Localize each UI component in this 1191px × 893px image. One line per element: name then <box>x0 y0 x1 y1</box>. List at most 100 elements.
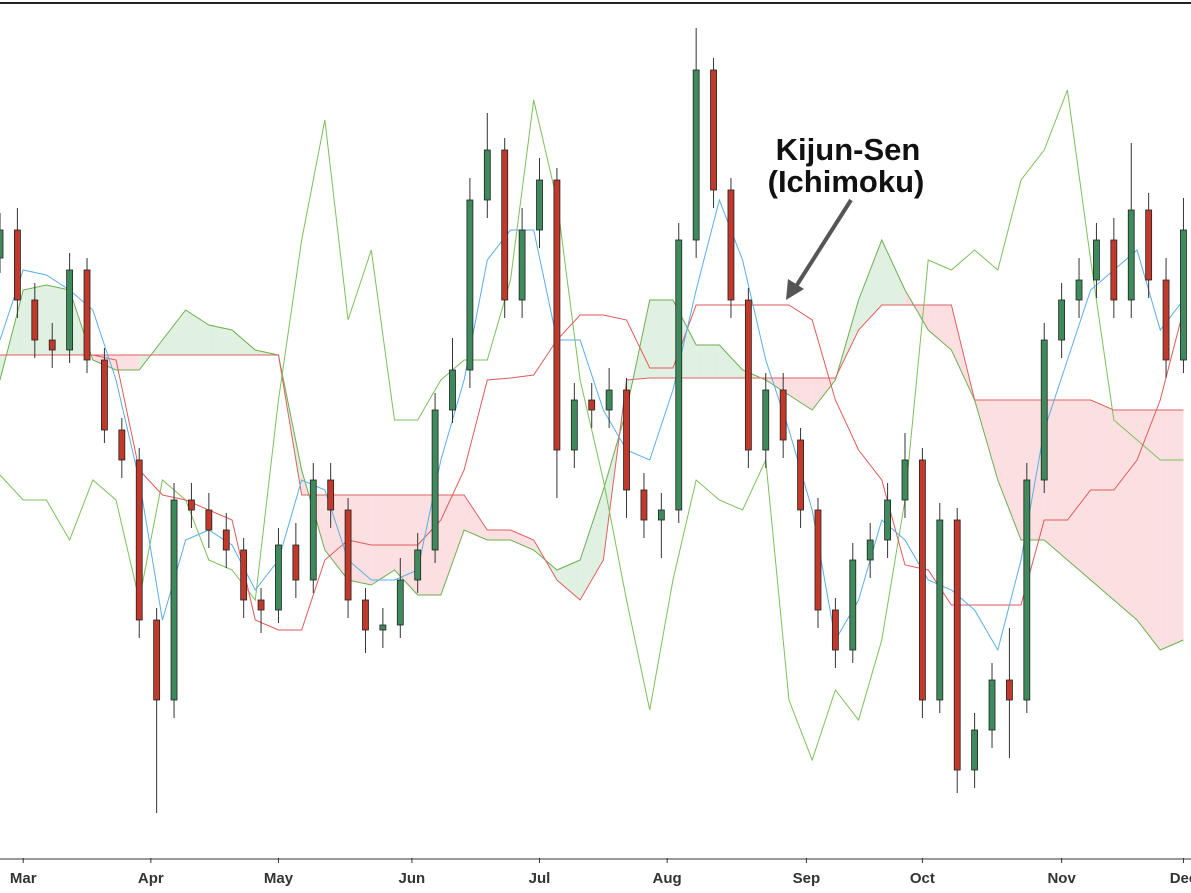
candle-body <box>1093 239 1100 281</box>
cloud-segment <box>858 240 882 330</box>
cloud-segment <box>696 345 720 378</box>
candle-body <box>710 69 717 191</box>
candle-body <box>971 729 979 771</box>
candle-body <box>414 549 422 581</box>
candle-body <box>83 269 91 361</box>
candle-body <box>101 359 108 431</box>
cloud-segment <box>556 560 581 600</box>
cloud-segment <box>1090 400 1114 600</box>
candle-body <box>344 509 352 601</box>
cloud-segment <box>440 495 465 595</box>
candle-body <box>849 559 857 651</box>
annotation-line: (Ichimoku) <box>768 164 925 199</box>
candle-body <box>779 389 787 441</box>
candle-body <box>396 579 404 626</box>
candle-body <box>1180 229 1187 361</box>
candle-body <box>14 229 21 301</box>
candle-body <box>762 389 770 451</box>
candle-body <box>1110 239 1118 301</box>
candle-body <box>1145 209 1153 281</box>
candle-body <box>866 539 874 561</box>
x-tick-label: Sep <box>793 870 821 887</box>
candle-body <box>797 439 804 511</box>
candle-body <box>1040 339 1048 481</box>
candle-body <box>66 269 74 351</box>
candle-body <box>570 399 578 451</box>
candle-body <box>118 429 126 461</box>
candle-body <box>988 679 996 731</box>
annotation-arrow <box>793 198 853 290</box>
cloud-segment <box>348 495 372 585</box>
cloud-segment <box>1067 400 1091 580</box>
cloud-segment <box>928 305 952 350</box>
cloud-segment <box>1113 410 1138 620</box>
cloud-segment <box>208 325 233 355</box>
candle-body <box>0 229 4 259</box>
candle-body <box>623 389 630 491</box>
cloud-segment <box>162 310 186 355</box>
candle-body <box>48 339 56 351</box>
candle-body <box>205 509 213 531</box>
cloud-segment <box>1137 410 1161 650</box>
candle-body <box>675 239 683 511</box>
candle-body <box>1023 479 1031 701</box>
candle-body <box>466 199 474 371</box>
x-tick-label: Jul <box>529 870 551 887</box>
cloud-segment <box>649 300 673 378</box>
candle-body <box>884 499 891 541</box>
candle-body <box>588 399 596 411</box>
cloud-segment <box>788 378 813 410</box>
cloud-segment <box>185 310 209 355</box>
candle-body <box>292 544 300 581</box>
candle-body <box>1127 209 1135 301</box>
candle-body <box>536 179 543 231</box>
candle-body <box>727 189 735 301</box>
candle-body <box>170 499 178 701</box>
candle-body <box>257 599 265 611</box>
x-tick-label: Jun <box>399 870 426 887</box>
x-tick-label: Mar <box>10 870 37 887</box>
candle-body <box>936 519 944 701</box>
annotation-line: Kijun-Sen <box>776 132 921 167</box>
senkou-a-line <box>0 238 1184 651</box>
cloud-segment <box>510 530 534 550</box>
candle-body <box>153 619 161 701</box>
candle-body <box>431 409 439 551</box>
candle-body <box>814 509 822 611</box>
indicator-line <box>0 304 1184 631</box>
candle-body <box>135 459 143 621</box>
candle-body <box>327 479 335 511</box>
candle-body <box>901 459 909 501</box>
candle-body <box>449 369 456 411</box>
cloud-segment <box>464 495 488 540</box>
candle-body <box>657 509 665 521</box>
candle-body <box>1162 279 1170 361</box>
arrow-head <box>786 279 804 300</box>
x-tick-label: Aug <box>653 870 682 887</box>
candle-body <box>605 389 613 411</box>
indicator-line <box>0 89 1184 762</box>
cloud-segment <box>1160 410 1184 650</box>
cloud-segment <box>1044 400 1068 560</box>
plot-area <box>0 28 1187 813</box>
candle-body <box>222 529 230 551</box>
candle-body <box>1058 299 1066 341</box>
cloud-segment <box>116 355 140 370</box>
candle-body <box>692 69 700 241</box>
candle-body <box>1075 279 1083 301</box>
candle-body <box>379 624 387 631</box>
candle-body <box>188 499 195 511</box>
senkou-b-line <box>0 304 1184 601</box>
candle-body <box>744 299 752 451</box>
candle-body <box>275 544 282 611</box>
cloud-segment <box>232 330 256 355</box>
x-tick-label: May <box>264 870 294 887</box>
candle-body <box>919 459 926 701</box>
x-tick-label: Nov <box>1047 870 1076 887</box>
x-tick-label: Apr <box>138 870 164 887</box>
candle-body <box>240 549 248 601</box>
candle-body <box>953 519 961 771</box>
candle-body <box>1006 679 1013 701</box>
candle-body <box>501 149 509 301</box>
